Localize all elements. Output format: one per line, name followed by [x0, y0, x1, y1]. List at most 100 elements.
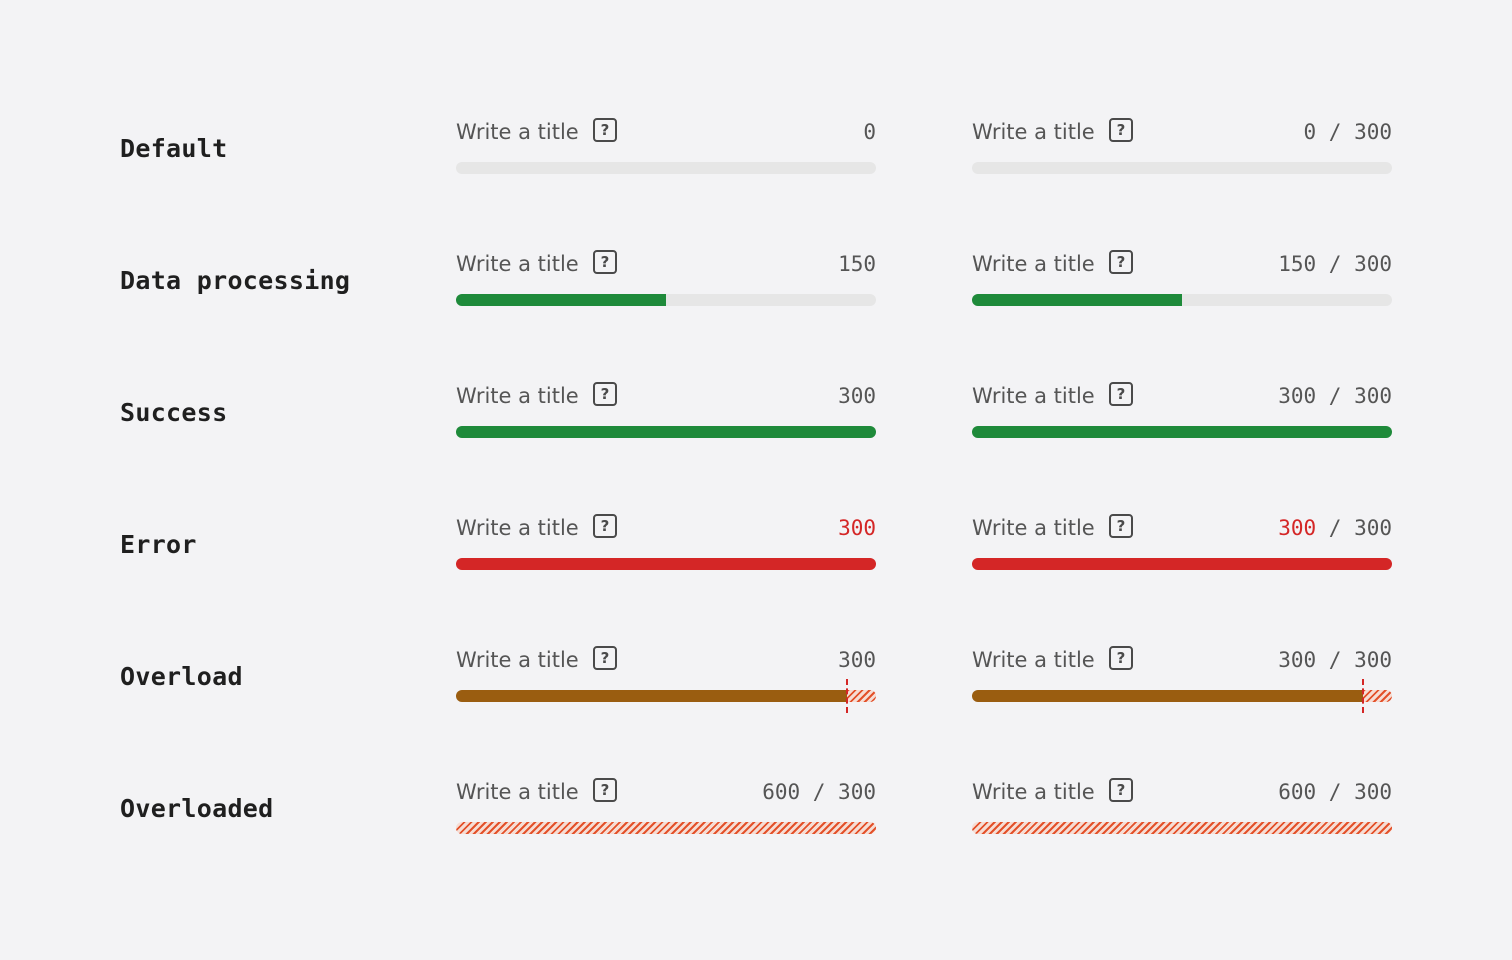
progress-meter: Write a title? 300 / 300: [972, 644, 1392, 713]
progress-track: [456, 558, 876, 570]
meter-header: Write a title? 300: [456, 380, 876, 412]
state-label: Default: [120, 134, 228, 163]
meter-header: Write a title? 300 / 300: [972, 380, 1392, 412]
meter-value: 150 / 300: [1278, 248, 1392, 280]
question-square-icon[interactable]: ?: [1109, 514, 1133, 538]
limit-marker: [846, 679, 848, 713]
question-square-icon[interactable]: ?: [1109, 778, 1133, 802]
state-row-overload: Overload Write a title? 300 Write a title? 3…: [0, 646, 1512, 720]
question-square-icon[interactable]: ?: [1109, 250, 1133, 274]
meter-current-value: 300: [1278, 516, 1317, 540]
meter-title: Write a title: [972, 780, 1095, 804]
meter-title: Write a title: [972, 516, 1095, 540]
progress-meter: Write a title? 600 / 300: [456, 776, 876, 836]
state-row-overloaded: Overloaded Write a title? 600 / 300 Write a…: [0, 778, 1512, 852]
meter-title: Write a title: [456, 120, 579, 144]
question-square-icon[interactable]: ?: [593, 514, 617, 538]
progress-meter: Write a title? 150: [456, 248, 876, 308]
meter-max-value: / 300: [1316, 780, 1392, 804]
state-label: Overload: [120, 662, 243, 691]
meter-value: 300 / 300: [1278, 380, 1392, 412]
question-square-icon[interactable]: ?: [593, 118, 617, 142]
meter-current-value: 300: [1278, 648, 1317, 672]
meter-header: Write a title? 0 / 300: [972, 116, 1392, 148]
meter-title: Write a title: [972, 648, 1095, 672]
meter-max-value: / 300: [1316, 384, 1392, 408]
progress-track: [972, 558, 1392, 570]
progress-meter: Write a title? 300 / 300: [972, 380, 1392, 440]
meter-title: Write a title: [972, 384, 1095, 408]
meter-header: Write a title? 300: [456, 644, 876, 676]
question-square-icon[interactable]: ?: [593, 646, 617, 670]
progress-meter: Write a title? 300: [456, 380, 876, 440]
progress-fill: [972, 690, 1363, 702]
meter-value: 300 / 300: [1278, 644, 1392, 676]
meter-title: Write a title: [456, 780, 579, 804]
progress-meter: Write a title? 600 / 300: [972, 776, 1392, 836]
meter-header: Write a title? 300 / 300: [972, 644, 1392, 676]
meter-value: 300: [838, 512, 876, 544]
state-row-error: Error Write a title? 300 Write a title? 300 …: [0, 514, 1512, 588]
overload-hatch: [847, 690, 876, 702]
progress-meter: Write a title? 0: [456, 116, 876, 176]
meter-current-value: 300: [1278, 384, 1317, 408]
question-square-icon[interactable]: ?: [593, 250, 617, 274]
meter-current-value: 300: [838, 384, 876, 408]
meter-value: 0 / 300: [1303, 116, 1392, 148]
progress-fill: [456, 690, 847, 702]
state-row-data-processing: Data processing Write a title? 150 Write a …: [0, 250, 1512, 324]
meter-current-value: 300: [838, 648, 876, 672]
question-square-icon[interactable]: ?: [1109, 118, 1133, 142]
meter-header: Write a title? 300: [456, 512, 876, 544]
meter-title: Write a title: [972, 252, 1095, 276]
meter-header: Write a title? 150 / 300: [972, 248, 1392, 280]
progress-track: [456, 679, 876, 713]
progress-track: [972, 426, 1392, 438]
state-row-default: Default Write a title? 0 Write a title? 0 / …: [0, 118, 1512, 192]
state-label: Success: [120, 398, 228, 427]
progress-track: [456, 294, 876, 306]
meter-value: 600 / 300: [762, 776, 876, 808]
meter-current-value: 300: [838, 516, 876, 540]
overload-hatch: [972, 822, 1392, 834]
progress-fill: [972, 294, 1182, 306]
state-label: Error: [120, 530, 197, 559]
progress-fill: [972, 426, 1392, 438]
meter-title: Write a title: [456, 384, 579, 408]
meter-current-value: 600: [1278, 780, 1317, 804]
progress-meter: Write a title? 0 / 300: [972, 116, 1392, 176]
limit-marker: [1362, 679, 1364, 713]
overload-hatch: [456, 822, 876, 834]
progress-track: [456, 426, 876, 438]
progress-meter: Write a title? 300 / 300: [972, 512, 1392, 572]
progress-track: [972, 679, 1392, 713]
meter-current-value: 150: [1278, 252, 1317, 276]
progress-track: [456, 162, 876, 174]
meter-header: Write a title? 300 / 300: [972, 512, 1392, 544]
meter-title: Write a title: [456, 516, 579, 540]
state-row-success: Success Write a title? 300 Write a title? 30…: [0, 382, 1512, 456]
progress-fill: [456, 294, 666, 306]
progress-meter: Write a title? 300: [456, 512, 876, 572]
meter-value: 600 / 300: [1278, 776, 1392, 808]
meter-header: Write a title? 600 / 300: [972, 776, 1392, 808]
meter-title: Write a title: [456, 648, 579, 672]
meter-current-value: 600 / 300: [762, 780, 876, 804]
meter-max-value: / 300: [1316, 516, 1392, 540]
progress-fill: [456, 426, 876, 438]
meter-current-value: 0: [1303, 120, 1317, 144]
progress-track: [972, 162, 1392, 174]
question-square-icon[interactable]: ?: [593, 778, 617, 802]
meter-current-value: 150: [838, 252, 876, 276]
progress-track: [456, 822, 876, 834]
meter-max-value: / 300: [1316, 252, 1392, 276]
meter-title: Write a title: [972, 120, 1095, 144]
question-square-icon[interactable]: ?: [593, 382, 617, 406]
meter-current-value: 0: [863, 120, 876, 144]
meter-value: 0: [863, 116, 876, 148]
meter-title: Write a title: [456, 252, 579, 276]
question-square-icon[interactable]: ?: [1109, 646, 1133, 670]
question-square-icon[interactable]: ?: [1109, 382, 1133, 406]
progress-track: [972, 294, 1392, 306]
